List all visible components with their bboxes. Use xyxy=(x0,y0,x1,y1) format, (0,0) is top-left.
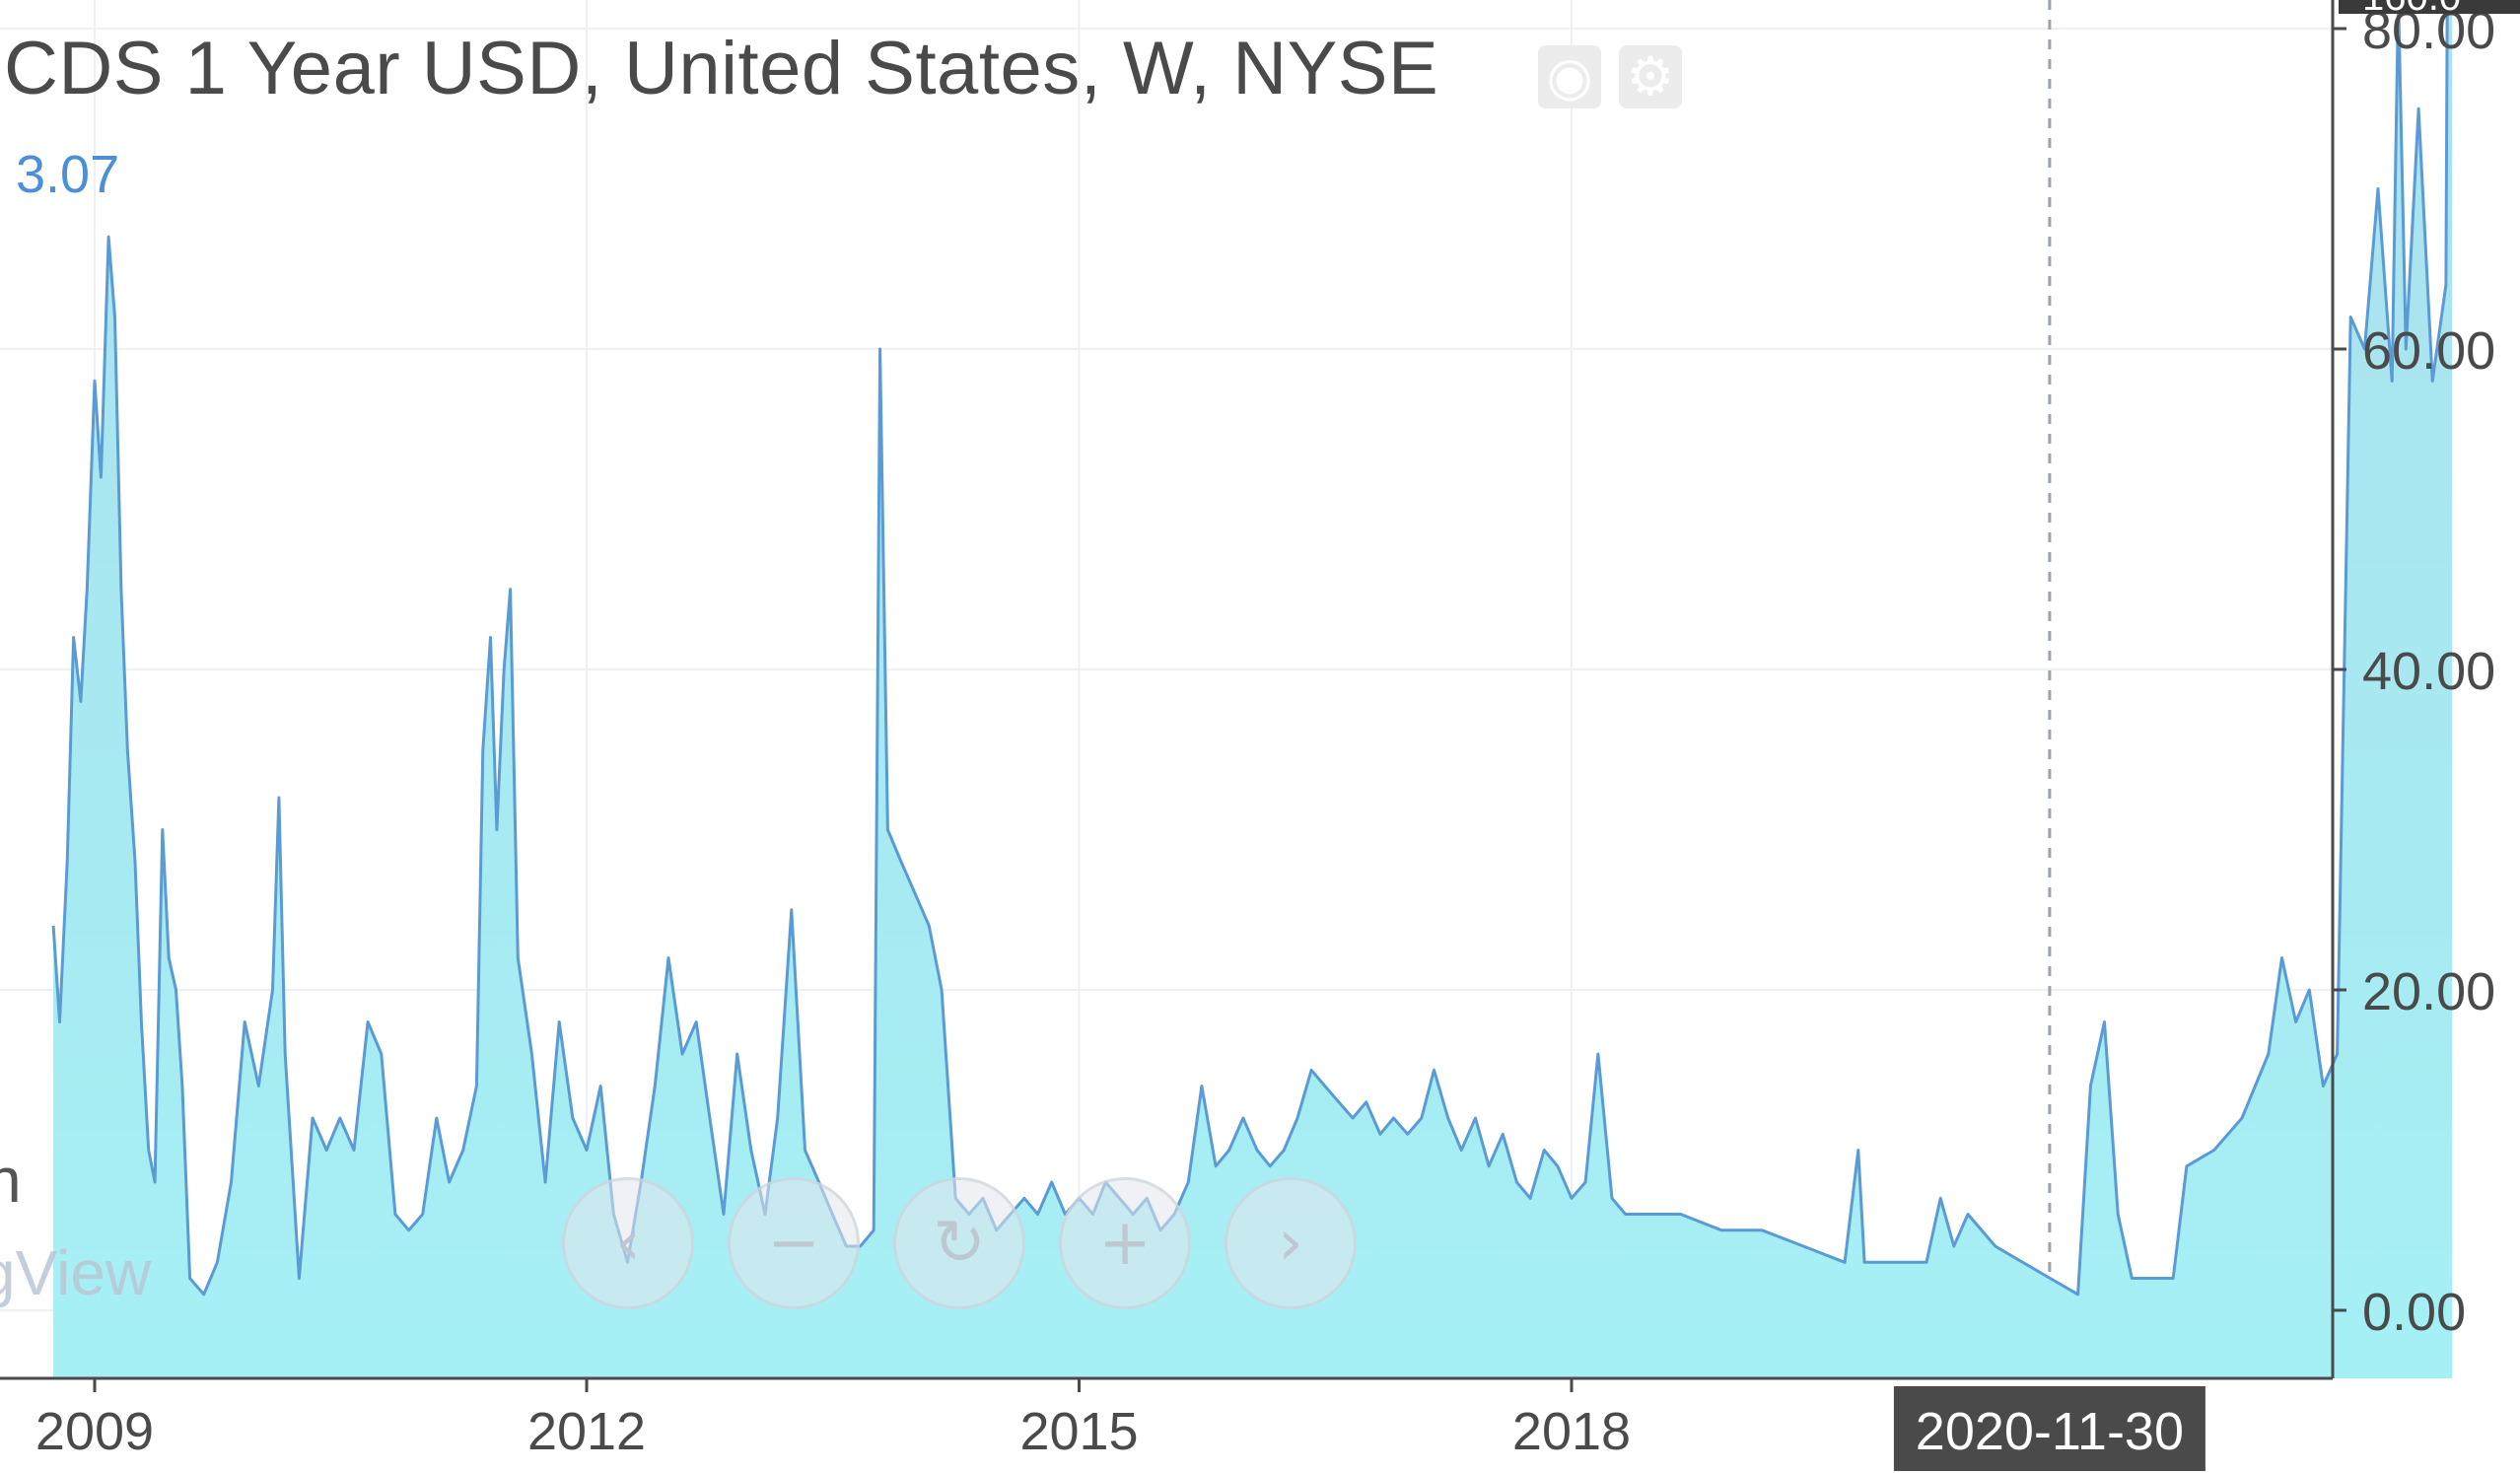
zoom-out-button[interactable]: − xyxy=(728,1177,860,1309)
crosshair-date-label-bg xyxy=(1893,1386,2205,1471)
zoom-in-button[interactable]: + xyxy=(1059,1177,1191,1309)
series-line xyxy=(51,0,2449,1297)
x-tick-label: 2009 xyxy=(35,1402,154,1461)
y-tick-label: 0.00 xyxy=(2362,1283,2466,1342)
x-tick-label: 2012 xyxy=(527,1402,646,1461)
scroll-left-button[interactable]: ‹ xyxy=(562,1177,694,1309)
top-partial-label-bg xyxy=(2339,0,2520,14)
watermark: gView xyxy=(0,1237,152,1308)
scroll-right-button[interactable]: › xyxy=(1225,1177,1357,1309)
series-line-path xyxy=(51,0,2449,1297)
y-tick-label: 20.00 xyxy=(2362,962,2495,1021)
series-area xyxy=(53,0,2453,1378)
watermark-fragment: n xyxy=(0,1145,22,1216)
axes xyxy=(0,0,2346,1392)
current-value: 3.07 xyxy=(16,145,120,204)
gear-icon[interactable]: ⚙ xyxy=(1619,45,1682,108)
x-tick-label: 2018 xyxy=(1512,1402,1631,1461)
series-area-fill xyxy=(53,0,2453,1378)
y-tick-label: 40.00 xyxy=(2362,642,2495,701)
y-tick-label: 60.00 xyxy=(2362,321,2495,381)
axis-labels: 0.0020.0040.0060.0080.00100.00120.00140.… xyxy=(35,0,2520,1471)
crosshair-date-label: 2020-11-30 xyxy=(1916,1402,2184,1461)
eye-icon[interactable]: ◉ xyxy=(1538,45,1601,108)
chart-title: CDS 1 Year USD, United States, W, NYSE xyxy=(4,27,1439,110)
reset-button[interactable]: ↻ xyxy=(893,1177,1025,1309)
top-partial-label: 160.0 xyxy=(2362,0,2461,19)
x-tick-label: 2015 xyxy=(1019,1402,1138,1461)
